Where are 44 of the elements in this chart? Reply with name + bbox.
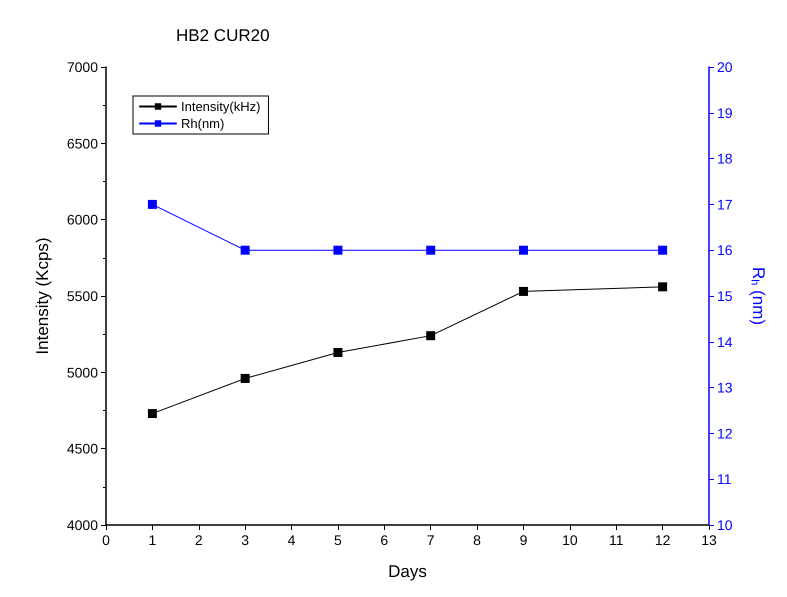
point (518, 286, 528, 296)
y-tick-label: 4000 (66, 517, 98, 533)
x-tick-label: 8 (473, 532, 482, 548)
y-tick-label: 5500 (66, 288, 98, 304)
x-tick-label: 12 (654, 532, 671, 548)
x-tick-label: 3 (241, 532, 250, 548)
y2-axis-title: Rh (nm) (748, 266, 768, 326)
y2-tick-label: 13 (717, 380, 733, 396)
point (658, 282, 668, 292)
legend-label: Intensity(kHz) (181, 99, 260, 114)
chart-title: HB2 CUR20 (176, 26, 270, 45)
y2-tick-label: 20 (717, 59, 733, 75)
y2-tick-label: 18 (717, 150, 733, 167)
y2-tick-label: 17 (717, 196, 733, 212)
x-tick-label: 2 (194, 532, 203, 548)
y-tick-label: 6000 (66, 212, 98, 228)
y2-tick-label: 19 (717, 104, 733, 121)
x-tick-label: 11 (608, 532, 624, 548)
x-tick-label: 9 (520, 532, 528, 548)
point (426, 331, 436, 340)
point (240, 374, 250, 383)
point (148, 409, 157, 418)
y2-tick-label: 15 (717, 288, 733, 304)
x-axis-title: Days (388, 562, 427, 581)
x-tick-label: 7 (426, 532, 435, 548)
legend-label: Rh(nm) (181, 116, 224, 131)
x-tick-label: 13 (701, 532, 717, 548)
y-tick-label: 4500 (66, 440, 98, 457)
y-axis-title: Intensity (Kcps) (33, 237, 52, 355)
y-tick-label: 7000 (66, 59, 98, 75)
y-tick-label: 5000 (66, 364, 98, 380)
y2-tick-label: 14 (717, 334, 733, 350)
x-tick-label: 1 (148, 532, 156, 548)
point (333, 348, 342, 357)
y2-tick-label: 16 (717, 242, 733, 258)
x-tick-label: 6 (380, 532, 388, 548)
x-tick-label: 5 (334, 532, 342, 548)
x-tick-label: 10 (562, 532, 578, 548)
x-tick-label: 0 (102, 532, 110, 548)
y2-tick-label: 11 (717, 471, 732, 488)
y2-tick-label: 10 (717, 517, 733, 533)
y-tick-label: 6500 (66, 135, 98, 152)
y2-tick-label: 12 (717, 425, 733, 442)
x-tick-label: 4 (288, 532, 296, 548)
